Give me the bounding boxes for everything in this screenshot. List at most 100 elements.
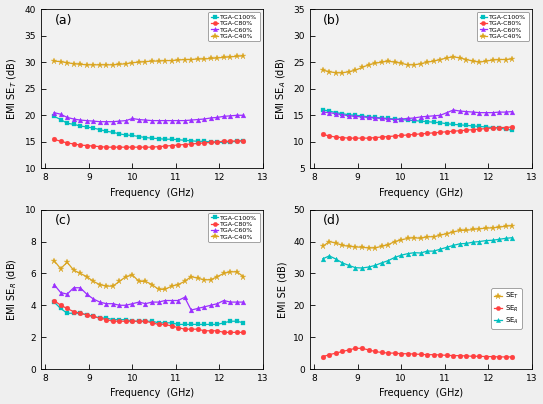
TGA-C60% <box>142 301 149 306</box>
TGA-C100% <box>411 118 418 123</box>
SE$_R$ <box>352 346 359 351</box>
TGA-C80% <box>502 125 509 130</box>
TGA-C60% <box>233 113 240 118</box>
TGA-C80% <box>188 141 194 146</box>
SE$_T$ <box>496 225 502 229</box>
TGA-C80% <box>142 145 149 149</box>
TGA-C100% <box>346 112 352 117</box>
TGA-C80% <box>116 319 123 324</box>
TGA-C100% <box>116 131 123 136</box>
Y-axis label: EMI SE$_R$ (dB): EMI SE$_R$ (dB) <box>5 258 19 321</box>
TGA-C40% <box>142 59 149 64</box>
SE$_A$ <box>502 236 509 241</box>
TGA-C60% <box>64 115 71 120</box>
TGA-C80% <box>437 130 444 135</box>
TGA-C60% <box>188 118 194 122</box>
Legend: SE$_T$, SE$_R$, SE$_A$: SE$_T$, SE$_R$, SE$_A$ <box>491 288 522 328</box>
TGA-C100% <box>58 117 64 122</box>
TGA-C40% <box>496 57 502 62</box>
TGA-C60% <box>326 110 333 115</box>
TGA-C100% <box>457 122 463 127</box>
TGA-C100% <box>437 120 444 125</box>
SE$_T$ <box>405 236 411 241</box>
SE$_A$ <box>450 243 457 248</box>
TGA-C100% <box>136 134 142 139</box>
TGA-C80% <box>496 125 502 130</box>
TGA-C40% <box>398 61 405 66</box>
TGA-C100% <box>378 116 385 120</box>
TGA-C40% <box>437 57 444 62</box>
TGA-C100% <box>181 138 188 143</box>
TGA-C80% <box>194 327 201 332</box>
TGA-C40% <box>155 59 162 63</box>
TGA-C80% <box>483 126 489 131</box>
TGA-C100% <box>201 139 207 144</box>
TGA-C40% <box>502 57 509 62</box>
TGA-C60% <box>227 300 233 305</box>
Legend: TGA-C100%, TGA-C80%, TGA-C60%, TGA-C40%: TGA-C100%, TGA-C80%, TGA-C60%, TGA-C40% <box>209 12 260 42</box>
TGA-C40% <box>97 282 103 287</box>
Line: TGA-C100%: TGA-C100% <box>52 114 246 145</box>
TGA-C40% <box>320 68 326 73</box>
TGA-C40% <box>123 274 129 279</box>
TGA-C80% <box>214 328 220 333</box>
TGA-C100% <box>110 130 116 135</box>
SE$_A$ <box>509 235 515 240</box>
TGA-C80% <box>77 143 84 147</box>
TGA-C40% <box>181 279 188 284</box>
SE$_R$ <box>457 353 463 358</box>
SE$_R$ <box>489 354 496 359</box>
TGA-C100% <box>359 114 365 118</box>
TGA-C60% <box>359 114 365 119</box>
TGA-C60% <box>463 109 470 114</box>
TGA-C80% <box>116 145 123 149</box>
TGA-C40% <box>142 279 149 284</box>
TGA-C40% <box>385 59 392 63</box>
TGA-C40% <box>431 59 437 63</box>
Text: (d): (d) <box>323 215 341 227</box>
TGA-C80% <box>240 330 247 335</box>
TGA-C40% <box>129 60 136 65</box>
SE$_T$ <box>333 241 339 246</box>
TGA-C100% <box>194 139 201 144</box>
TGA-C60% <box>201 117 207 122</box>
TGA-C60% <box>240 300 247 305</box>
TGA-C60% <box>470 109 476 114</box>
SE$_A$ <box>411 250 418 255</box>
TGA-C60% <box>188 307 194 312</box>
TGA-C60% <box>346 114 352 118</box>
TGA-C100% <box>168 320 175 325</box>
TGA-C80% <box>227 330 233 335</box>
TGA-C100% <box>489 125 496 130</box>
TGA-C80% <box>51 137 58 142</box>
TGA-C40% <box>359 65 365 70</box>
TGA-C80% <box>142 319 149 324</box>
TGA-C80% <box>110 145 116 149</box>
TGA-C100% <box>188 139 194 143</box>
TGA-C100% <box>352 113 359 118</box>
SE$_A$ <box>333 257 339 261</box>
TGA-C80% <box>385 134 392 139</box>
SE$_R$ <box>463 354 470 358</box>
TGA-C80% <box>220 139 227 144</box>
TGA-C40% <box>103 284 110 288</box>
SE$_R$ <box>346 347 352 352</box>
TGA-C40% <box>483 59 489 63</box>
TGA-C60% <box>489 110 496 115</box>
TGA-C80% <box>346 136 352 141</box>
Text: (b): (b) <box>323 14 341 27</box>
TGA-C80% <box>220 330 227 335</box>
TGA-C80% <box>149 145 155 149</box>
TGA-C60% <box>136 117 142 122</box>
TGA-C100% <box>142 319 149 324</box>
TGA-C60% <box>162 118 168 123</box>
TGA-C80% <box>450 129 457 134</box>
TGA-C80% <box>194 141 201 146</box>
SE$_T$ <box>489 225 496 230</box>
TGA-C100% <box>201 322 207 327</box>
TGA-C100% <box>372 115 378 120</box>
TGA-C60% <box>110 301 116 306</box>
TGA-C80% <box>207 328 214 333</box>
TGA-C60% <box>411 116 418 120</box>
TGA-C100% <box>129 133 136 138</box>
